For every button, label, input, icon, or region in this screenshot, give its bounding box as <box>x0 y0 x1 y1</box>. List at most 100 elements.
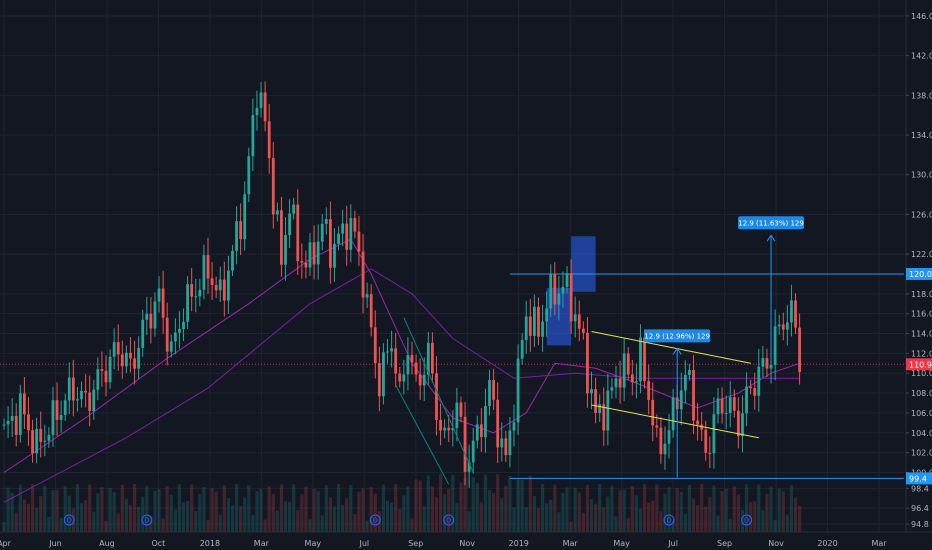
price-tick-label: 98.4 <box>911 484 929 493</box>
candle-body <box>190 284 194 297</box>
candle-body <box>651 399 655 426</box>
volume-bar <box>43 485 47 532</box>
volume-bar <box>545 503 549 532</box>
volume-bar <box>108 488 112 532</box>
volume-bar <box>165 486 169 532</box>
volume-bar <box>116 513 120 532</box>
volume-bar <box>320 515 324 532</box>
volume-bar <box>553 484 557 532</box>
time-tick-label: Mar <box>871 539 887 548</box>
time-tick-label: Jun <box>48 539 62 548</box>
highlight-box <box>571 236 596 292</box>
candle-body <box>704 429 708 453</box>
time-tick-label: Mar <box>563 539 579 548</box>
candle-body <box>288 213 291 236</box>
volume-bar <box>679 491 683 532</box>
volume-bar <box>124 498 128 532</box>
volume-bar <box>777 488 781 532</box>
candle-body <box>55 400 59 420</box>
trend-line <box>591 331 751 364</box>
volume-bar <box>581 513 585 532</box>
candle-body <box>357 231 361 252</box>
dividend-marker <box>369 514 381 526</box>
volume-bar <box>696 505 700 532</box>
volume-bar <box>275 510 279 532</box>
projections: 12.9 (12.96%) 129 12.9 (11.63%) 129 <box>644 216 805 478</box>
volume-bar <box>622 489 626 532</box>
volume-bar <box>361 488 365 532</box>
price-tick-label: 94.8 <box>911 520 929 529</box>
volume-bar <box>536 508 541 532</box>
candle-body <box>639 337 642 382</box>
candle-body <box>569 273 573 322</box>
volume-bar <box>659 511 663 532</box>
candle-body <box>431 342 434 374</box>
volume-bar <box>71 508 75 532</box>
volume-bar <box>610 485 614 532</box>
volume-bar <box>451 474 455 532</box>
candle-body <box>484 406 487 438</box>
candle-body <box>414 362 418 375</box>
volume-bar <box>385 500 390 532</box>
volume-bar <box>773 519 777 532</box>
volume-bar <box>88 484 92 532</box>
volume-bar <box>426 475 430 532</box>
price-tick-label: 146.0 <box>911 12 932 21</box>
volume-bar <box>732 486 736 532</box>
candle-body <box>777 324 781 327</box>
candle-body <box>349 218 353 250</box>
volume-bar <box>761 510 765 532</box>
candle-body <box>173 332 177 342</box>
volume-bar <box>492 493 496 532</box>
candle-body <box>520 340 524 359</box>
volume-bar <box>647 502 651 532</box>
candle-body <box>692 370 695 421</box>
volume-bar <box>59 517 63 532</box>
candle-body <box>728 397 732 413</box>
volume-bar <box>471 477 475 532</box>
volume-bar <box>316 490 320 532</box>
volume-bar <box>2 522 6 532</box>
volume-bar <box>222 485 226 532</box>
candle-body <box>47 434 51 441</box>
volume-bar <box>508 475 512 532</box>
time-tick-label: Nov <box>768 539 784 548</box>
candle-body <box>541 321 544 337</box>
candle-body <box>708 452 712 454</box>
price-tick-label: 134.0 <box>911 131 932 140</box>
candle-body <box>545 308 549 322</box>
price-tick-label: 110.0 <box>911 369 932 378</box>
candle-body <box>76 399 79 401</box>
candle-body <box>35 428 39 454</box>
candle-body <box>120 354 124 367</box>
candle-body <box>618 378 622 388</box>
time-axis[interactable]: Apr Jun Aug Oct 2018 Mar May Jul Sep Nov 2019 Mar Ma… <box>0 531 932 548</box>
volume-bar <box>402 495 406 532</box>
price-tick-label: 118.0 <box>911 290 932 299</box>
volume-bar <box>308 519 312 532</box>
volume-bar <box>18 484 22 532</box>
volume-bar <box>655 484 659 532</box>
candle-body <box>63 400 67 416</box>
candle-body <box>394 348 398 374</box>
volume-bar <box>532 495 536 532</box>
candle-body <box>112 342 116 357</box>
volume-bar <box>594 504 598 532</box>
candle-body <box>761 358 765 367</box>
horizontal-levels <box>0 273 904 479</box>
candle-body <box>198 289 202 297</box>
time-tick-label: Aug <box>99 539 115 548</box>
candle-body <box>765 358 769 369</box>
volume-bar <box>47 516 51 532</box>
volume-bar <box>390 502 394 532</box>
candle-body <box>418 374 422 386</box>
projection-label-box <box>738 216 805 230</box>
volume-bar <box>398 509 402 532</box>
volume-bar <box>671 520 675 532</box>
candle-body <box>369 294 373 328</box>
price-axis[interactable]: 94.896.498.4100.0102.0104.0106.0108.0110… <box>905 0 932 532</box>
volume-bar <box>561 492 565 532</box>
time-tick-label: Mar <box>254 539 270 548</box>
